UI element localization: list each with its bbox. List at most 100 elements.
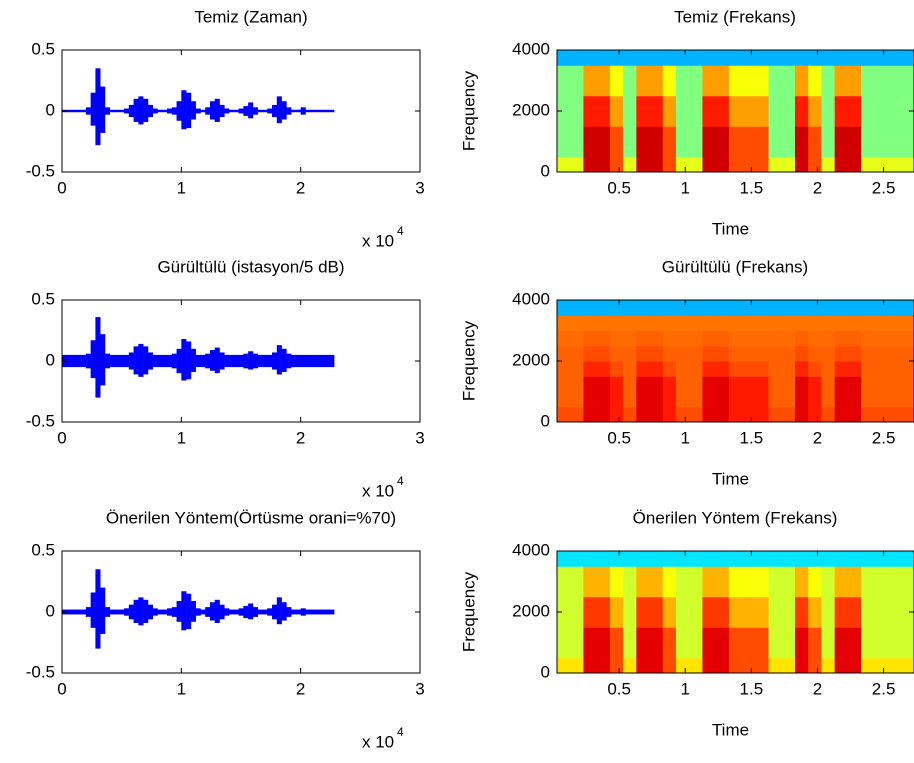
spectrogram-cell — [715, 156, 730, 173]
spectrogram-cell — [874, 80, 889, 97]
spectrogram-cell — [768, 551, 783, 567]
spectrogram-cell — [636, 80, 651, 97]
spectrogram-cell — [636, 612, 651, 628]
spectrogram-cell — [821, 156, 836, 173]
x-tick-label: 1 — [681, 679, 690, 698]
x-tick-label: 1 — [177, 178, 186, 197]
spectrogram-cell — [596, 361, 611, 377]
spectrogram-cell — [676, 657, 690, 674]
spectrogram-cell — [742, 141, 756, 158]
waveform-segment — [233, 609, 239, 615]
spectrogram-cell — [755, 65, 770, 81]
spectrogram-cell — [596, 596, 611, 613]
spectrogram-cell — [583, 551, 598, 567]
y-axis-label: Frequency — [459, 70, 478, 151]
spectrogram-cell — [742, 596, 756, 613]
x-tick-label: 0 — [57, 428, 66, 447]
spectrogram-cell — [649, 300, 664, 316]
spectrogram-cell — [834, 612, 849, 628]
waveform-segment — [314, 354, 321, 368]
waveform-segment — [195, 354, 201, 368]
spectrogram-cell — [583, 345, 598, 362]
spectrogram-cell — [636, 141, 651, 158]
spectrogram-cell — [808, 65, 822, 81]
waveform-segment — [300, 107, 306, 115]
spectrogram-cell — [900, 65, 914, 81]
spectrogram-cell — [808, 596, 822, 613]
spectrogram-cell — [596, 406, 611, 423]
y-tick-label: 0 — [46, 350, 55, 369]
spectrogram-cell — [689, 300, 703, 316]
spectrogram-cell — [900, 315, 914, 331]
spectrogram-cell — [795, 300, 809, 316]
spectrogram-cell — [728, 612, 743, 628]
waveform-segment — [224, 354, 230, 368]
spectrogram-cell — [649, 330, 664, 347]
spectrogram-cell — [649, 126, 664, 142]
spectrogram-cell — [808, 612, 822, 628]
spectrogram-cell — [795, 596, 809, 613]
x-tick-label: 1 — [177, 679, 186, 698]
spectrogram-cell — [900, 111, 914, 127]
spectrogram-cell — [649, 156, 664, 173]
spectrogram-cell — [795, 156, 809, 173]
spectrogram-cell — [557, 315, 571, 331]
spectrogram-cell — [649, 551, 664, 567]
spectrogram-cell — [808, 95, 822, 112]
waveform-segment — [66, 109, 72, 113]
spectrogram-cell — [808, 376, 822, 392]
spectrogram-cell — [596, 111, 611, 127]
spectrogram-cell — [623, 627, 637, 643]
spectrogram-cell — [570, 551, 584, 567]
spectrogram-cell — [715, 330, 730, 347]
spectrogram-cell — [768, 50, 783, 66]
spectrogram-cell — [887, 156, 902, 173]
spectrogram-cell — [583, 95, 598, 112]
spectrogram-cell — [768, 612, 783, 628]
spectrogram-cell — [636, 330, 651, 347]
x-tick-label: 1.5 — [740, 428, 764, 447]
spectrogram-cell — [570, 612, 584, 628]
spectrogram-cell — [808, 80, 822, 97]
spectrogram-cell — [887, 627, 902, 643]
spectrogram-cell — [702, 657, 717, 674]
spectrogram-cell — [570, 126, 584, 142]
spectrogram-cell — [662, 300, 677, 316]
waveform-segment — [324, 609, 330, 615]
y-tick-label: 2000 — [512, 601, 550, 620]
waveform-segment — [171, 353, 177, 369]
waveform-segment — [133, 599, 139, 623]
spectrogram-cell — [755, 612, 770, 628]
chart-title: Önerilen Yöntem(Örtüsme orani=%70) — [106, 508, 396, 527]
waveform-segment — [291, 354, 297, 368]
spectrogram-cell — [900, 80, 914, 97]
spectrogram-cell — [887, 566, 902, 582]
spectrogram-cell — [768, 80, 783, 97]
spectrogram-cell — [742, 406, 756, 423]
spectrogram-cell — [874, 361, 889, 377]
spectrogram-cell — [768, 156, 783, 173]
waveform-segment — [267, 354, 273, 368]
waveform-segment — [262, 109, 268, 113]
spectrogram-cell — [676, 406, 690, 423]
waveform-segment — [81, 354, 87, 368]
waveform-segment — [119, 354, 125, 368]
spectrogram-cell — [874, 65, 889, 81]
spectrogram-cell — [795, 657, 809, 674]
spectrogram-cell — [755, 406, 770, 423]
waveform-segment — [209, 350, 216, 371]
spectrogram-cell — [662, 65, 677, 81]
spectrogram-cell — [728, 65, 743, 81]
waveform-segment — [176, 601, 182, 622]
spectrogram-cell — [649, 80, 664, 97]
spectrogram-cell — [861, 657, 875, 674]
spectrogram-cell — [847, 80, 862, 97]
spectrogram-cell — [861, 376, 875, 392]
waveform-segment — [114, 354, 120, 368]
waveform-segment — [214, 347, 220, 374]
spectrogram-cell — [847, 612, 862, 628]
waveform-segment — [286, 607, 292, 617]
spectrogram-cell — [702, 376, 717, 392]
spectrogram-cell — [609, 95, 624, 112]
